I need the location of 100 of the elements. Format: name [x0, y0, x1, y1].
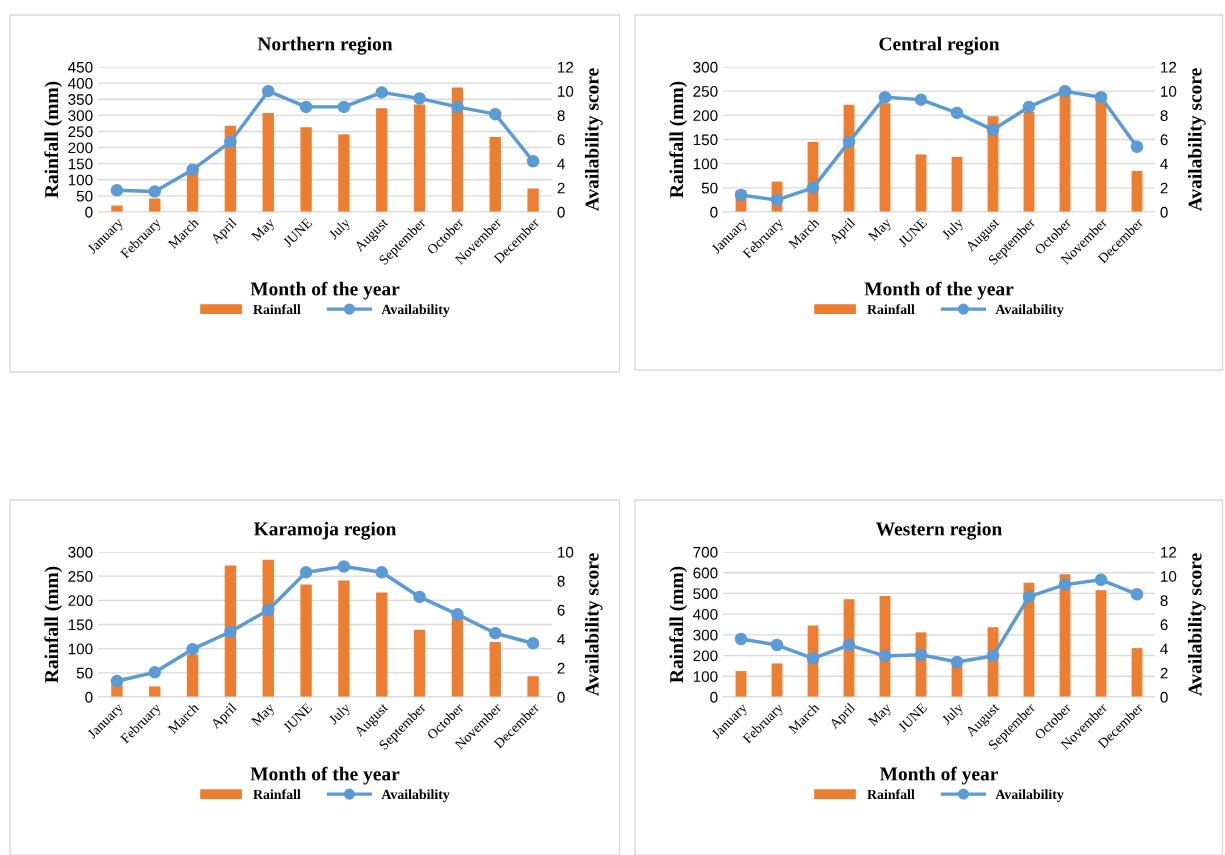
y-tick-label: 300 — [693, 629, 718, 641]
y-axis-title: Rainfall (mm) — [669, 81, 688, 198]
point — [986, 123, 1000, 137]
x-tick-label: July — [940, 701, 966, 727]
y2-tick-label: 8 — [1160, 595, 1168, 607]
bar — [1131, 170, 1143, 212]
y-tick-label: 100 — [68, 174, 93, 186]
point — [842, 135, 856, 149]
y-tick-label: 300 — [693, 61, 718, 73]
x-tick-label: May — [250, 702, 278, 729]
bar — [1023, 111, 1035, 212]
point — [224, 625, 237, 639]
x-tick-label: May — [867, 217, 894, 244]
point — [1058, 84, 1072, 98]
y-tick-label: 200 — [693, 110, 718, 122]
point — [413, 590, 426, 604]
y2-tick-label: 10 — [1161, 571, 1177, 582]
y2-tick-label: 0 — [557, 206, 565, 218]
y-tick-label: 500 — [693, 588, 718, 600]
y-tick-label: 100 — [693, 158, 718, 170]
point — [1022, 590, 1036, 603]
bar — [1095, 590, 1107, 697]
point — [186, 163, 199, 176]
point — [110, 183, 124, 197]
y2-tick-label: 12 — [1161, 61, 1177, 73]
bar — [527, 676, 539, 697]
point — [451, 608, 464, 621]
y2-tick-label: 4 — [1160, 158, 1168, 170]
point — [186, 642, 199, 656]
y2-tick-label: 10 — [558, 86, 574, 97]
y-tick-label: 150 — [68, 158, 93, 170]
x-axis-title: Month of the year — [864, 281, 1014, 300]
bar — [338, 134, 350, 212]
point — [148, 185, 162, 198]
x-axis-title: Month of the year — [250, 766, 400, 785]
y-axis-title: Rainfall (mm) — [44, 81, 63, 198]
y-tick-label: 0 — [85, 206, 93, 218]
point — [806, 652, 820, 665]
point — [375, 86, 389, 99]
y-tick-label: 300 — [68, 546, 93, 558]
bar — [451, 87, 464, 212]
y2-tick-label: 10 — [558, 546, 574, 558]
bar — [951, 156, 963, 212]
bar — [413, 629, 426, 697]
bar — [224, 565, 237, 697]
legend-label: Rainfall — [867, 789, 915, 800]
x-tick-label: July — [327, 701, 353, 727]
bar — [186, 654, 199, 697]
chart-title: Central region — [879, 36, 1000, 55]
y-tick-label: 150 — [68, 619, 93, 631]
y2-tick-label: 2 — [557, 182, 565, 194]
point — [770, 638, 784, 652]
y2-tick-label: 0 — [1160, 206, 1168, 218]
bar — [489, 641, 501, 697]
y-tick-label: 400 — [693, 609, 718, 620]
y-tick-label: 100 — [693, 671, 718, 682]
y2-axis-title: Availability score — [1187, 68, 1206, 212]
bar — [149, 198, 161, 212]
y2-axis-title: Availability score — [584, 553, 603, 697]
y2-tick-label: 2 — [557, 662, 565, 674]
y-tick-label: 0 — [85, 691, 93, 703]
bar — [879, 103, 891, 212]
y2-tick-label: 0 — [1160, 691, 1168, 703]
y-axis-title: Rainfall (mm) — [44, 566, 63, 683]
legend-label: Availability — [381, 304, 450, 317]
y2-tick-label: 10 — [1161, 86, 1177, 97]
y2-tick-label: 6 — [557, 134, 565, 146]
point — [337, 100, 351, 114]
point — [413, 92, 426, 105]
bar — [915, 154, 927, 212]
y2-tick-label: 8 — [557, 110, 565, 122]
y2-tick-label: 6 — [1160, 134, 1168, 146]
point — [770, 193, 784, 207]
x-tick-label: July — [940, 216, 966, 242]
point — [261, 84, 275, 98]
y-tick-label: 250 — [693, 86, 718, 97]
point — [950, 655, 964, 669]
y-tick-label: 350 — [68, 94, 93, 105]
point — [1130, 588, 1144, 601]
point — [1022, 100, 1036, 114]
y-tick-label: 0 — [710, 206, 718, 218]
chart-title: Karamoja region — [253, 521, 397, 540]
legend-label: Availability — [381, 789, 450, 802]
y-tick-label: 200 — [68, 142, 93, 154]
point — [950, 106, 964, 120]
y2-tick-label: 2 — [1160, 667, 1168, 679]
chart-title: Northern region — [257, 36, 393, 55]
bar — [376, 108, 388, 212]
y2-tick-label: 0 — [557, 691, 565, 703]
y-tick-label: 200 — [68, 595, 93, 607]
point — [842, 638, 856, 652]
legend-label: Rainfall — [253, 304, 301, 315]
y-tick-label: 450 — [68, 61, 93, 73]
bar — [149, 686, 161, 697]
point — [337, 560, 351, 573]
point — [914, 93, 928, 106]
y-tick-label: 250 — [68, 126, 93, 138]
y2-tick-label: 2 — [1160, 182, 1168, 194]
point — [734, 632, 748, 646]
y-tick-label: 250 — [68, 571, 93, 582]
